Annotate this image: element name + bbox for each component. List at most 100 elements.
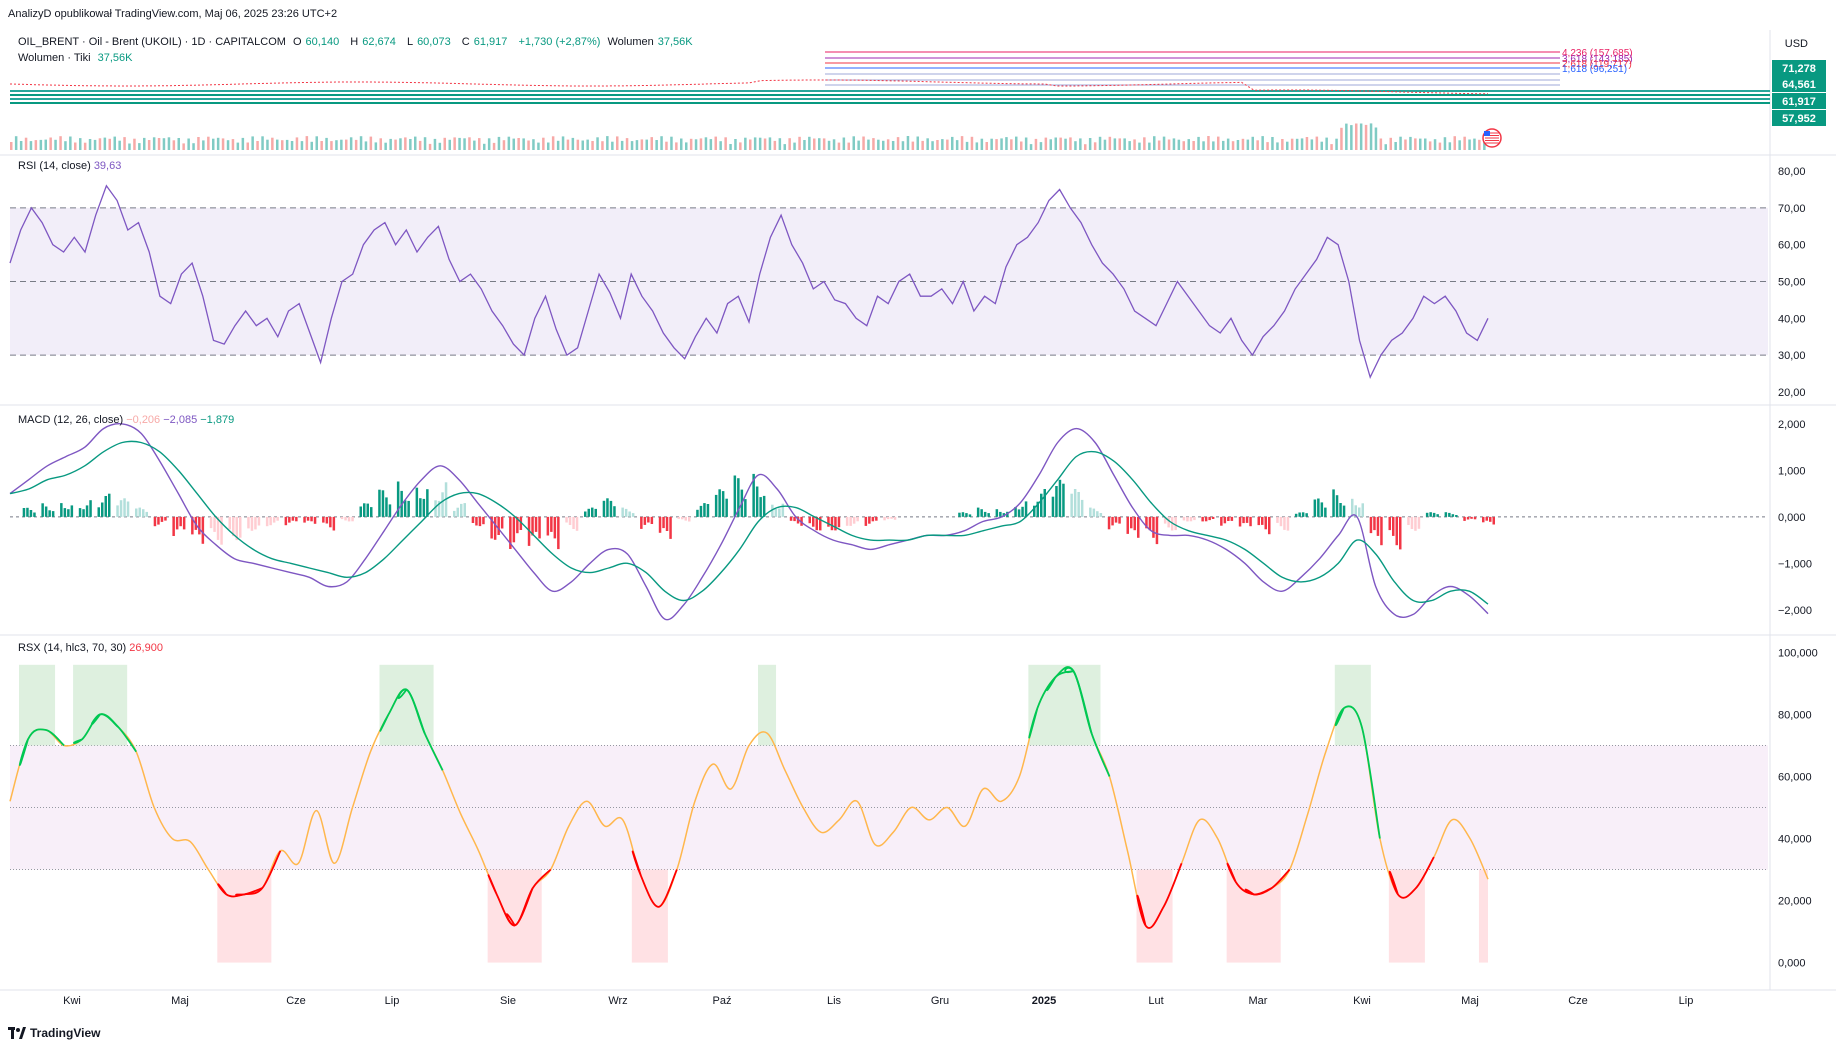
- volume-bar: [1438, 142, 1442, 150]
- macd-histogram-bar: [1276, 516, 1279, 523]
- macd-histogram-bar: [1335, 495, 1339, 517]
- volume-bar: [1295, 138, 1299, 150]
- macd-histogram-bar: [332, 516, 336, 531]
- volume-bar: [1241, 138, 1245, 150]
- macd-histogram-bar: [310, 516, 313, 522]
- volume-bar: [1404, 139, 1407, 150]
- time-axis-label: 2025: [1032, 995, 1056, 1007]
- macd-histogram-bar: [1126, 516, 1129, 534]
- rsx-overbought-zone: [758, 664, 777, 746]
- macd-histogram-bar: [1043, 489, 1046, 517]
- time-axis-label: Cze: [286, 995, 306, 1007]
- rsx-legend[interactable]: RSX (14, hlc3, 70, 30) 26,900: [18, 642, 163, 654]
- macd-histogram-bar: [781, 503, 785, 517]
- close-label: C: [461, 36, 470, 48]
- macd-histogram-bar: [1286, 516, 1290, 531]
- volume-bar: [1428, 141, 1432, 150]
- macd-histogram-bar: [1298, 512, 1301, 517]
- rsx-extreme-segment: [397, 688, 444, 771]
- macd-histogram-bar: [1305, 513, 1308, 517]
- volume-bar: [1064, 138, 1067, 150]
- tradingview-logo[interactable]: TradingView: [8, 1026, 100, 1040]
- volume-bar: [1468, 139, 1471, 150]
- macd-histogram-bar: [837, 516, 841, 528]
- macd-histogram-bar: [1155, 516, 1159, 545]
- volume-bar: [1433, 139, 1437, 150]
- fib-level-label: 3,618 (143,185): [1562, 54, 1633, 65]
- volume-bar: [1281, 139, 1284, 150]
- volume-bar: [951, 136, 954, 150]
- macd-histogram-bar: [269, 516, 272, 526]
- volume-bar: [167, 137, 171, 150]
- volume-bar: [389, 138, 392, 150]
- macd-histogram-bar: [85, 505, 89, 517]
- volume-bar: [1069, 137, 1072, 150]
- volume-bar: [1424, 138, 1427, 150]
- volume-legend[interactable]: Wolumen · Tiki 37,56K: [18, 52, 136, 64]
- macd-histogram-bar: [621, 507, 624, 517]
- fib-level-label: 2,618 (119,717): [1562, 59, 1632, 70]
- time-axis-label: Sie: [500, 995, 516, 1007]
- volume-bar: [1148, 142, 1151, 150]
- macd-legend[interactable]: MACD (12, 26, close) −0,206 −2,085 −1,87…: [18, 414, 234, 426]
- volume-bar: [69, 136, 72, 150]
- volume-bar: [911, 141, 915, 150]
- volume-bar: [1453, 136, 1456, 150]
- rsx-extreme-segment: [505, 868, 552, 927]
- volume-bar: [852, 136, 855, 150]
- macd-histogram-bar: [733, 475, 737, 517]
- volume-bar: [571, 137, 575, 150]
- macd-histogram-bar: [1070, 493, 1073, 517]
- macd-histogram-bar: [1073, 489, 1077, 517]
- rsx-tick-label: 0,000: [1778, 958, 1806, 970]
- macd-histogram-bar: [815, 516, 818, 531]
- macd-histogram-bar: [463, 503, 466, 517]
- rsi-legend[interactable]: RSI (14, close) 39,63: [18, 160, 121, 172]
- macd-tick-label: 1,000: [1778, 465, 1806, 477]
- time-axis-label: Mar: [1249, 995, 1268, 1007]
- volume-bar: [1123, 138, 1126, 150]
- macd-histogram-bar: [403, 500, 407, 517]
- macd-histogram-bar: [1466, 516, 1470, 520]
- macd-histogram-bar: [182, 516, 186, 530]
- macd-title: MACD (12, 26, close): [18, 414, 124, 426]
- volume-bar: [808, 136, 811, 150]
- volume-bar: [428, 143, 432, 150]
- volume-bar: [872, 138, 875, 150]
- macd-histogram-bar: [381, 490, 385, 517]
- macd-histogram-bar: [755, 486, 759, 517]
- macd-histogram-bar: [385, 497, 388, 517]
- volume-bar: [1463, 136, 1466, 150]
- macd-histogram-bar: [827, 516, 830, 527]
- volume-bar: [1290, 138, 1294, 150]
- macd-histogram-bar: [658, 516, 662, 533]
- time-axis-label: Gru: [931, 995, 949, 1007]
- volume-bar: [798, 136, 801, 150]
- volume-bar: [694, 139, 698, 150]
- volume-bar: [936, 140, 939, 150]
- volume-bar: [133, 138, 136, 150]
- volume-bar: [438, 142, 442, 150]
- macd-histogram-bar: [1257, 516, 1260, 526]
- volume-bar: [138, 143, 141, 150]
- volume-bar: [1212, 141, 1215, 150]
- macd-histogram-bar: [138, 507, 141, 517]
- rsi-line: [9, 184, 1489, 380]
- macd-histogram-bar: [257, 516, 261, 526]
- volume-bar: [1369, 123, 1373, 150]
- volume-bar: [655, 140, 658, 150]
- volume-bar: [1483, 141, 1486, 150]
- rsx-tick-label: 80,000: [1778, 709, 1812, 721]
- macd-histogram-bar: [834, 516, 837, 531]
- symbol-name[interactable]: OIL_BRENT · Oil - Brent (UKOIL) · 1D · C…: [18, 36, 286, 48]
- macd-histogram-bar: [968, 514, 972, 517]
- volume-bar: [1202, 141, 1205, 150]
- volume-bar: [556, 140, 560, 150]
- macd-histogram-bar: [669, 516, 672, 539]
- volume-bar: [1379, 138, 1383, 150]
- macd-histogram-bar: [1249, 516, 1252, 527]
- currency-label[interactable]: USD: [1784, 38, 1808, 50]
- volume-bar: [172, 140, 176, 150]
- macd-histogram-bar: [1062, 483, 1065, 517]
- macd-tick-label: 0,000: [1778, 512, 1806, 524]
